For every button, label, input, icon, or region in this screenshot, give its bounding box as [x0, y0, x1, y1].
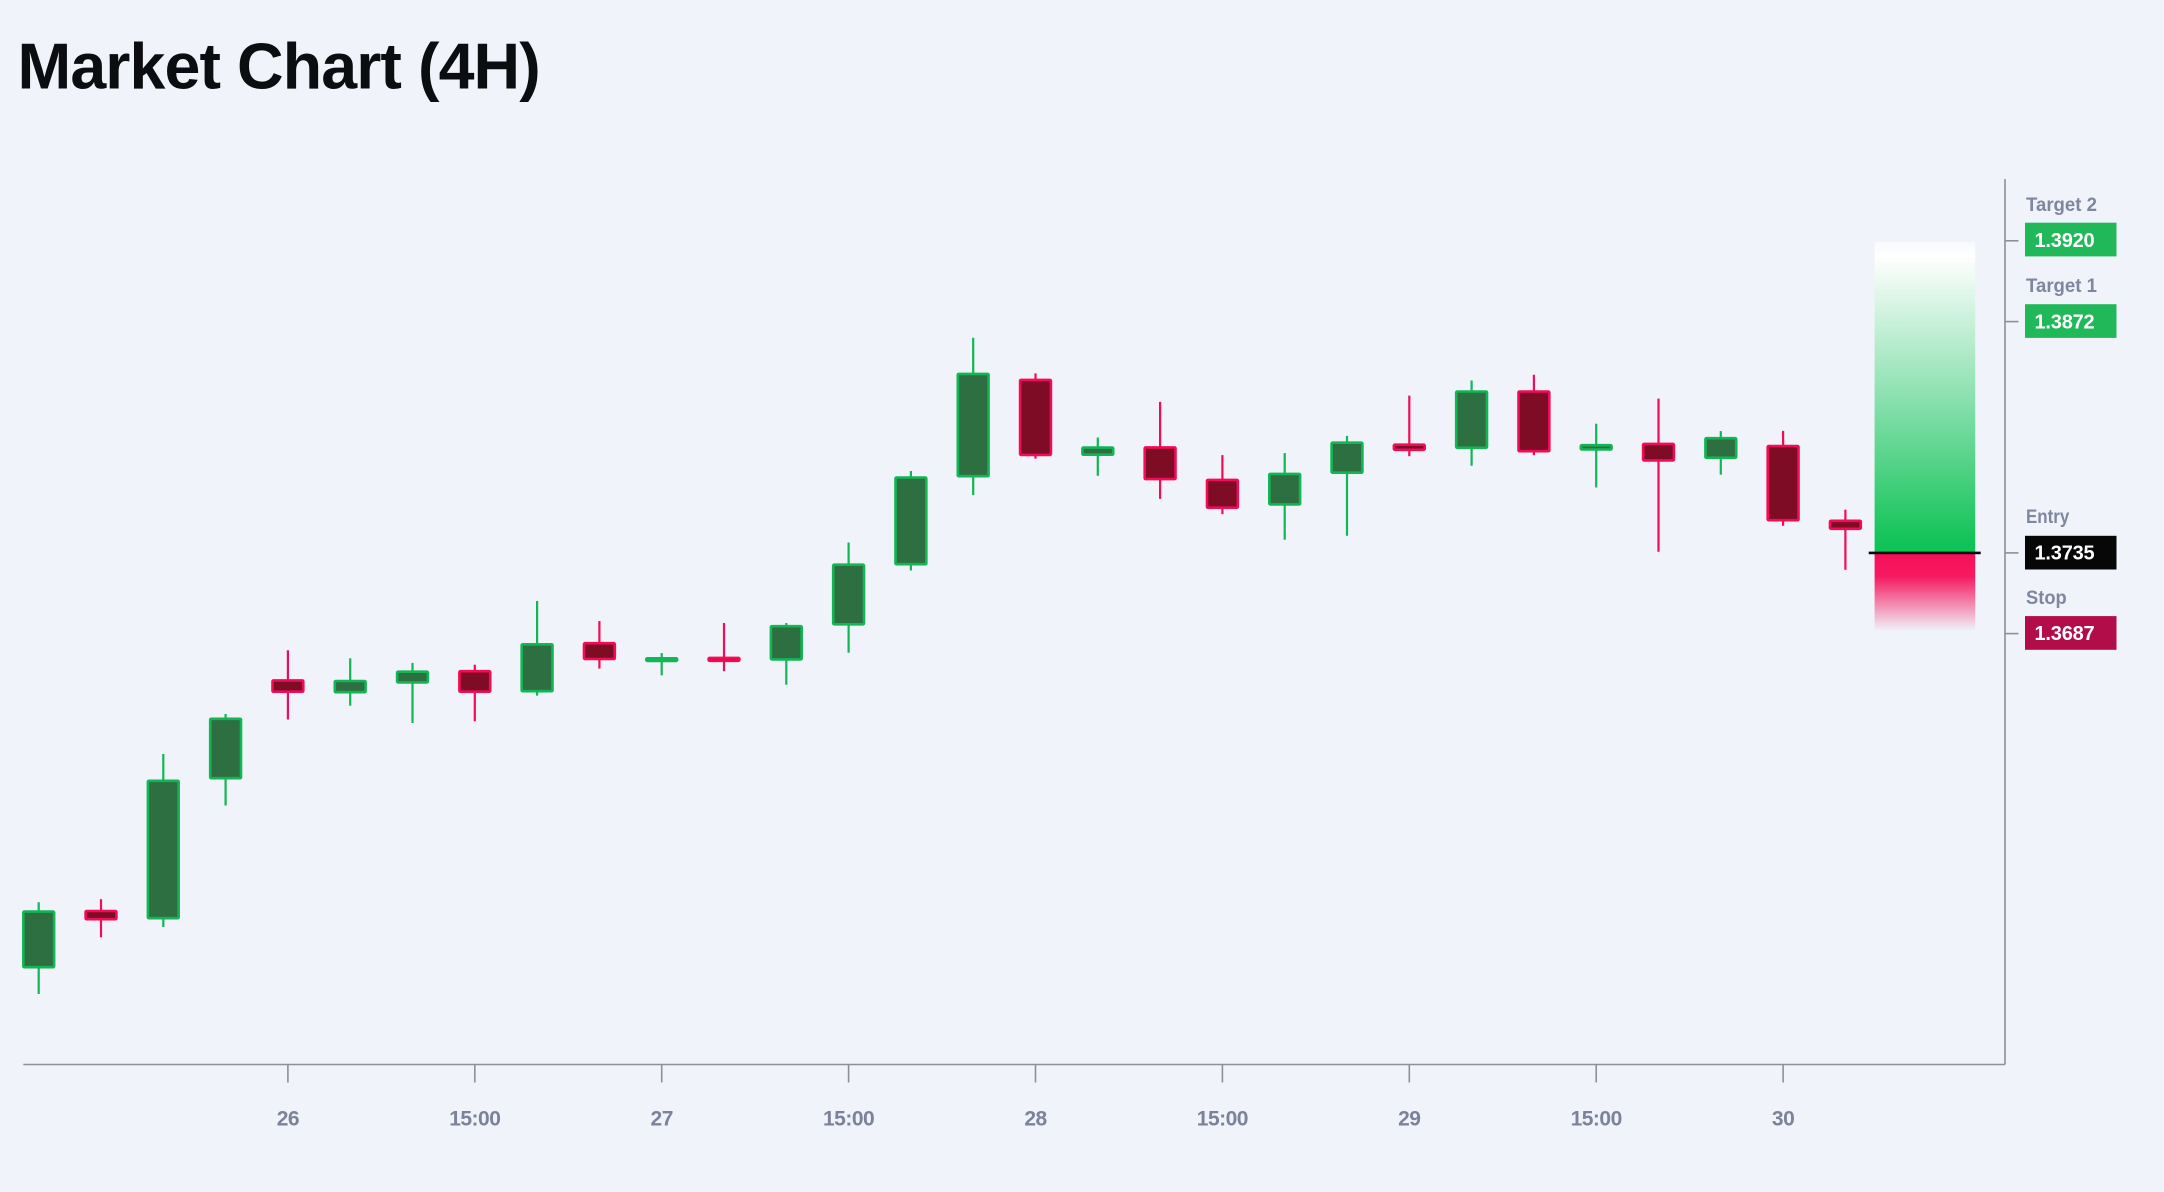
svg-text:30: 30 [1772, 1107, 1794, 1130]
svg-text:15:00: 15:00 [449, 1107, 500, 1130]
svg-text:15:00: 15:00 [1197, 1107, 1248, 1130]
svg-text:1.3687: 1.3687 [2035, 623, 2095, 645]
svg-text:Stop: Stop [2026, 588, 2067, 610]
svg-text:Market Chart (4H): Market Chart (4H) [18, 31, 540, 103]
svg-text:15:00: 15:00 [1571, 1107, 1622, 1130]
svg-text:Entry: Entry [2026, 505, 2070, 527]
svg-text:26: 26 [277, 1107, 299, 1130]
svg-text:15:00: 15:00 [823, 1107, 874, 1130]
svg-text:27: 27 [651, 1107, 673, 1130]
svg-text:1.3872: 1.3872 [2035, 312, 2095, 334]
svg-text:1.3735: 1.3735 [2035, 543, 2095, 565]
svg-text:28: 28 [1024, 1107, 1047, 1130]
svg-text:1.3920: 1.3920 [2035, 230, 2095, 252]
svg-text:Target 1: Target 1 [2026, 276, 2097, 297]
svg-text:29: 29 [1398, 1107, 1420, 1130]
svg-text:Target 2: Target 2 [2026, 195, 2097, 216]
